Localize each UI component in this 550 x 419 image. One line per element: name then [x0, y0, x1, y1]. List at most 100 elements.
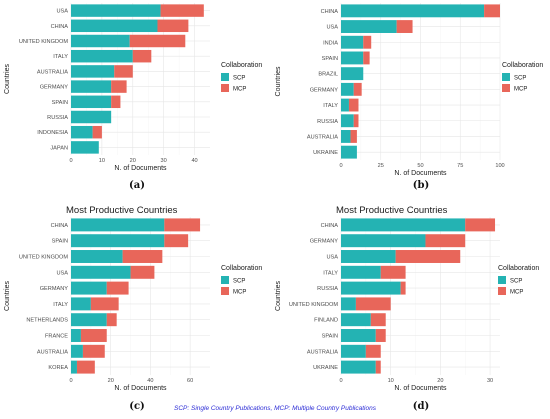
category-label: ITALY	[53, 302, 68, 308]
x-axis-label: N. of Documents	[114, 385, 167, 392]
bar-mcp-china	[484, 4, 500, 18]
legend-label-scp: SCP	[233, 76, 245, 82]
chart-title: Most Productive Countries	[336, 205, 448, 216]
bar-scp-italy	[71, 297, 91, 311]
bar-mcp-usa	[160, 4, 204, 17]
bar-mcp-italy	[90, 297, 119, 311]
bar-scp-italy	[341, 98, 349, 112]
legend-label-mcp: MCP	[514, 87, 527, 93]
category-label: SPAIN	[322, 334, 338, 340]
category-label: SPAIN	[322, 56, 338, 62]
chart-title: Most Productive Countries	[66, 205, 178, 216]
bar-mcp-china	[157, 19, 189, 33]
legend-title: Collaboration	[502, 62, 543, 69]
category-label: INDONESIA	[37, 130, 68, 136]
x-tick-label: 20	[437, 378, 443, 384]
bar-scp-italy	[341, 265, 381, 279]
bar-mcp-russia	[400, 281, 406, 295]
category-label: AUSTRALIA	[307, 349, 338, 355]
legend-label-scp: SCP	[514, 76, 526, 82]
category-label: ITALY	[323, 103, 338, 109]
bar-scp-russia	[71, 110, 112, 124]
bar-mcp-usa	[130, 265, 155, 279]
bar-scp-usa	[71, 4, 161, 17]
category-label: ITALY	[53, 54, 68, 60]
bar-mcp-ukraine	[375, 360, 381, 374]
category-label: UNITED KINGDOM	[19, 255, 68, 261]
bar-scp-usa	[341, 250, 396, 263]
bar-mcp-united-kingdom	[129, 34, 186, 48]
bar-mcp-germany	[353, 82, 362, 96]
x-tick-label: 10	[388, 378, 394, 384]
x-tick-label: 0	[339, 163, 342, 169]
bar-scp-usa	[71, 265, 131, 279]
bar-scp-brazil	[341, 67, 364, 81]
category-label: SPAIN	[52, 100, 68, 106]
panel-label: (d)	[413, 401, 429, 412]
bar-scp-australia	[71, 344, 83, 358]
y-axis-label: Countries	[275, 66, 282, 96]
category-label: GERMANY	[310, 87, 339, 93]
bar-scp-china	[71, 19, 158, 33]
bar-scp-germany	[341, 234, 426, 248]
x-tick-label: 0	[69, 158, 72, 164]
category-label: JAPAN	[50, 145, 68, 151]
bar-mcp-australia	[114, 65, 133, 78]
category-label: UKRAINE	[313, 365, 338, 371]
bar-scp-united-kingdom	[71, 34, 130, 48]
legend-swatch-scp	[221, 276, 229, 284]
bar-mcp-italy	[380, 265, 406, 279]
bar-scp-germany	[341, 82, 354, 96]
x-tick-label: 30	[487, 378, 493, 384]
bar-mcp-indonesia	[92, 125, 102, 139]
category-label: UKRAINE	[313, 150, 338, 156]
bar-scp-china	[341, 218, 466, 232]
bar-scp-australia	[71, 65, 115, 78]
legend-swatch-scp	[502, 73, 510, 81]
bar-mcp-usa	[395, 250, 461, 263]
bar-mcp-australia	[365, 344, 381, 358]
x-tick-label: 0	[69, 378, 72, 384]
bar-mcp-china	[465, 218, 496, 232]
bar-mcp-india	[363, 35, 372, 49]
bar-mcp-germany	[425, 234, 466, 248]
legend-label-mcp: MCP	[233, 87, 246, 93]
bar-mcp-china	[164, 218, 201, 232]
x-tick-label: 20	[108, 378, 114, 384]
legend-swatch-scp	[221, 73, 229, 81]
x-tick-label: 25	[378, 163, 384, 169]
category-label: SPAIN	[52, 239, 68, 245]
bar-mcp-italy	[348, 98, 359, 112]
legend-title: Collaboration	[221, 62, 262, 69]
category-label: GERMANY	[40, 286, 69, 292]
bar-scp-korea	[71, 360, 77, 374]
y-axis-label: Countries	[4, 281, 11, 311]
legend-swatch-mcp	[221, 287, 229, 295]
bar-scp-australia	[341, 344, 366, 358]
legend-swatch-mcp	[502, 84, 510, 92]
category-label: UNITED KINGDOM	[19, 39, 68, 45]
category-label: CHINA	[51, 24, 69, 30]
bar-scp-india	[341, 35, 364, 49]
bar-scp-russia	[341, 281, 401, 295]
bar-mcp-spain	[111, 95, 121, 109]
legend-swatch-mcp	[221, 84, 229, 92]
bar-mcp-netherlands	[106, 313, 117, 327]
bar-mcp-spain	[164, 234, 189, 248]
bar-scp-japan	[71, 141, 99, 154]
bar-scp-ukraine	[341, 145, 357, 159]
x-axis-label: N. of Documents	[394, 170, 447, 177]
legend-label-mcp: MCP	[233, 290, 246, 296]
panel-label: (c)	[129, 401, 145, 412]
figure-caption: SCP: Single Country Publications, MCP: M…	[174, 405, 376, 412]
y-axis-label: Countries	[4, 64, 11, 94]
bar-mcp-germany	[111, 80, 127, 93]
category-label: GERMANY	[40, 85, 69, 91]
x-axis-label: N. of Documents	[114, 165, 167, 172]
bar-scp-finland	[341, 313, 371, 327]
bar-mcp-united-kingdom	[355, 297, 391, 311]
category-label: CHINA	[321, 223, 339, 229]
legend-label-mcp: MCP	[510, 290, 523, 296]
category-label: CHINA	[51, 223, 69, 229]
